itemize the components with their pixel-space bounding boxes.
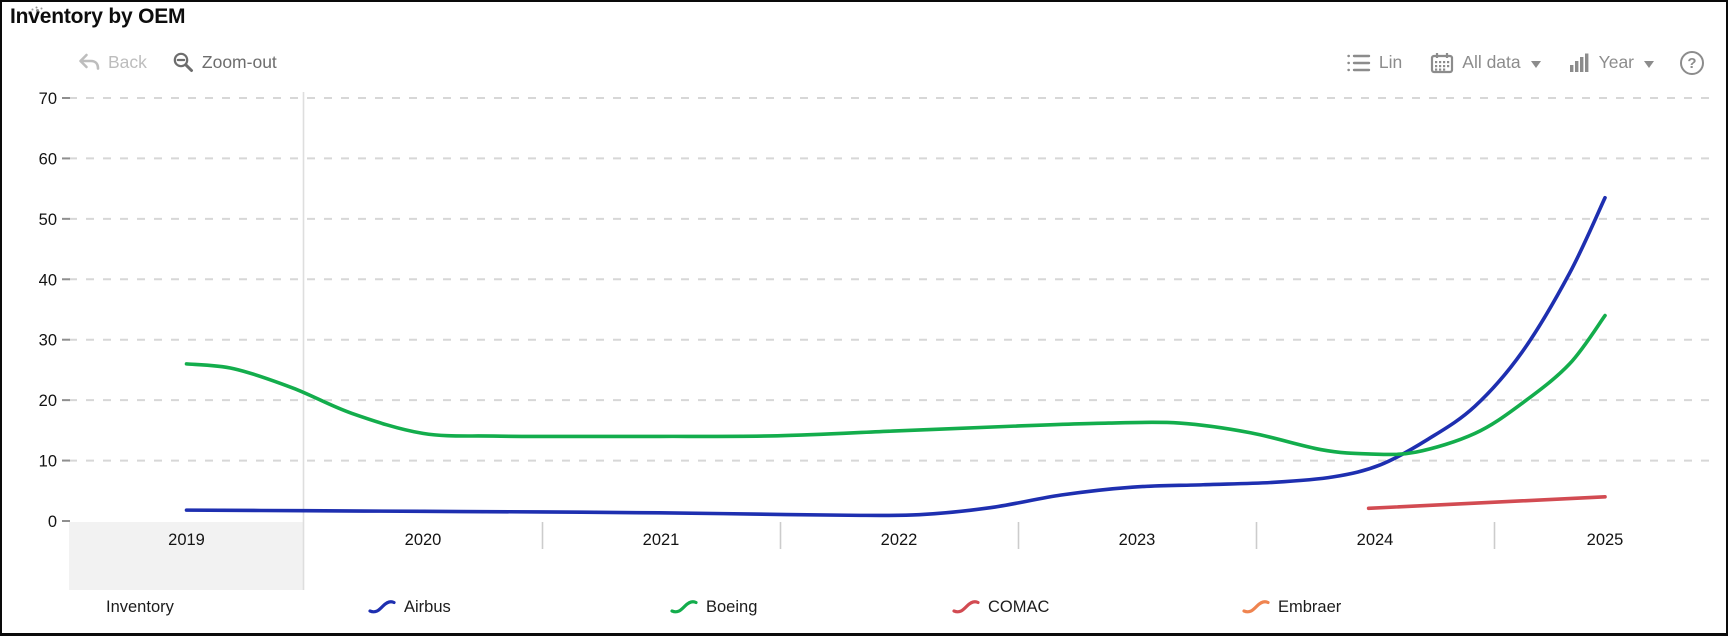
legend-item-airbus[interactable]: Airbus bbox=[368, 593, 451, 621]
linear-scale-button[interactable]: Lin bbox=[1345, 51, 1404, 75]
chevron-down-icon bbox=[1530, 60, 1541, 68]
legend-label: COMAC bbox=[988, 597, 1050, 616]
y-axis-label: 70 bbox=[39, 90, 57, 108]
legend-item-comac[interactable]: COMAC bbox=[952, 593, 1049, 621]
year-label: Year bbox=[1598, 52, 1634, 73]
y-axis-label: 50 bbox=[39, 211, 57, 229]
y-axis-label: 20 bbox=[39, 392, 57, 410]
help-label: ? bbox=[1687, 54, 1697, 72]
series-line-boeing[interactable] bbox=[184, 313, 1607, 457]
x-axis-label: 2025 bbox=[1587, 531, 1624, 549]
undo-arrow-icon bbox=[79, 53, 100, 70]
zoom-out-button[interactable]: Zoom-out bbox=[171, 50, 279, 75]
legend-swatch-icon bbox=[952, 600, 980, 614]
chevron-down-icon bbox=[1644, 60, 1654, 68]
chart-legend: Inventory Airbus Boeing COMAC Embraer bbox=[2, 593, 1726, 627]
x-axis-label: 2019 bbox=[168, 531, 205, 549]
calendar-icon bbox=[1431, 53, 1454, 74]
legend-item-embraer[interactable]: Embraer bbox=[1242, 593, 1341, 621]
bar-chart-icon bbox=[1569, 53, 1589, 72]
legend-label: Airbus bbox=[404, 597, 451, 616]
back-label: Back bbox=[108, 51, 147, 72]
list-icon bbox=[1347, 54, 1371, 72]
legend-swatch-icon bbox=[368, 600, 396, 614]
help-button[interactable]: ? bbox=[1680, 51, 1704, 75]
zoom-out-label: Zoom-out bbox=[201, 51, 277, 72]
legend-label: Boeing bbox=[706, 597, 758, 616]
highlight-region-band bbox=[69, 522, 304, 590]
legend-swatch-icon bbox=[670, 600, 698, 614]
y-axis-label: 60 bbox=[39, 150, 57, 168]
page-title: Inventory by OEM bbox=[10, 5, 186, 28]
x-axis-label: 2023 bbox=[1119, 531, 1156, 549]
legend-swatch-icon bbox=[1242, 600, 1270, 614]
legend-item-boeing[interactable]: Boeing bbox=[670, 593, 757, 621]
series-line-comac[interactable] bbox=[1366, 495, 1607, 511]
y-axis-label: 30 bbox=[39, 332, 57, 350]
linear-scale-label: Lin bbox=[1378, 52, 1403, 73]
x-axis-label: 2024 bbox=[1357, 531, 1394, 549]
all-data-dropdown[interactable]: All data bbox=[1428, 50, 1542, 76]
legend-label: Embraer bbox=[1278, 597, 1342, 616]
toolbar-right: Lin All data bbox=[1345, 50, 1704, 76]
x-axis-label: 2022 bbox=[881, 531, 918, 549]
legend-label: Inventory bbox=[106, 597, 174, 616]
series-line-airbus[interactable] bbox=[184, 195, 1607, 518]
magnifier-minus-icon bbox=[173, 52, 193, 72]
y-axis-label: 10 bbox=[39, 453, 57, 471]
y-axis-label: 40 bbox=[39, 271, 57, 289]
back-button[interactable]: Back bbox=[76, 51, 149, 75]
sparkle-icon bbox=[36, 9, 39, 12]
toolbar-left: Back Zoom-out bbox=[76, 50, 279, 75]
legend-item-inventory: Inventory bbox=[106, 593, 174, 621]
x-axis-label: 2020 bbox=[405, 531, 442, 549]
y-axis-label: 0 bbox=[48, 513, 57, 531]
all-data-label: All data bbox=[1462, 52, 1521, 73]
x-axis-label: 2021 bbox=[643, 531, 680, 549]
year-dropdown[interactable]: Year bbox=[1567, 51, 1656, 75]
